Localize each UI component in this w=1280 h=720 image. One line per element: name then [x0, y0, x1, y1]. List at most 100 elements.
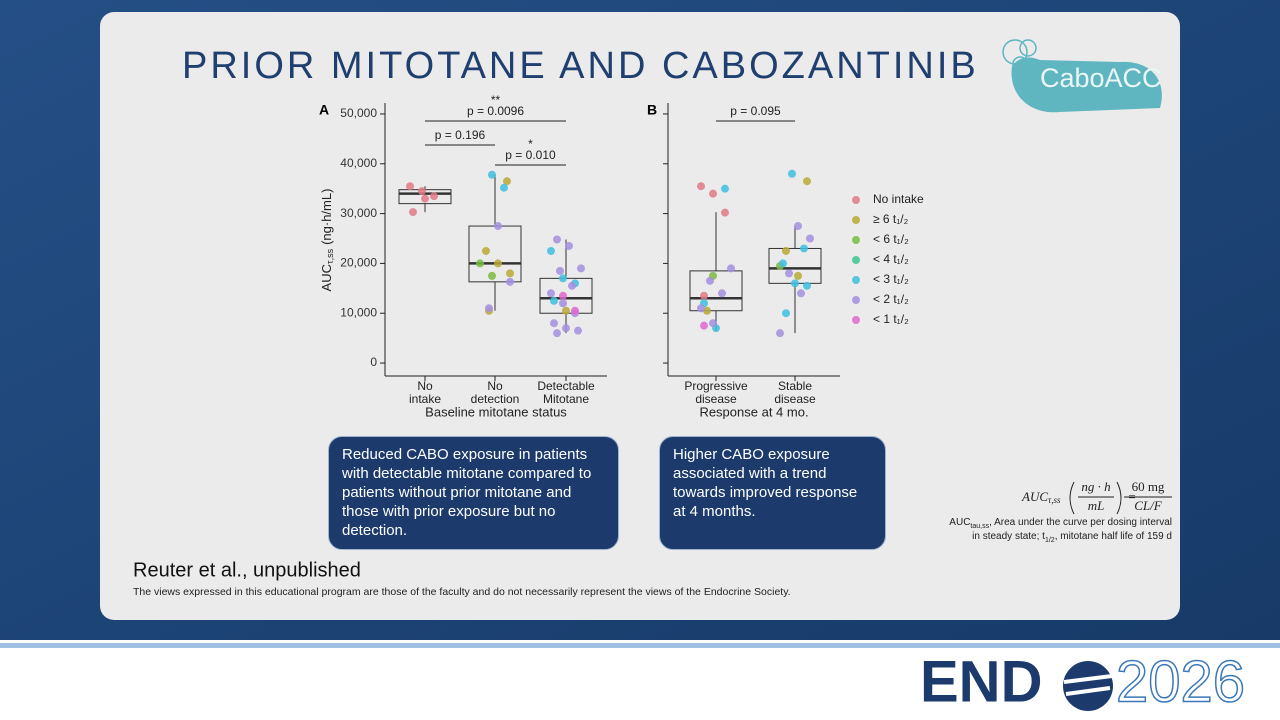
data-point: [800, 244, 808, 253]
p-value: p = 0.196: [435, 128, 486, 142]
legend-swatch: [852, 216, 860, 224]
data-point: [506, 277, 514, 286]
data-point: [556, 266, 564, 275]
data-point: [727, 264, 735, 273]
data-point: [559, 291, 567, 300]
panel-label: B: [647, 102, 657, 118]
formula-den: CL/F: [1134, 498, 1163, 513]
panel-label: A: [319, 102, 329, 118]
data-point: [485, 304, 493, 313]
data-point: [721, 184, 729, 193]
data-point: [794, 271, 802, 280]
logo-text: CaboACC: [1040, 63, 1162, 93]
x-tick-label: Stable disease: [774, 379, 816, 406]
data-point: [559, 274, 567, 283]
legend-swatch: [852, 236, 860, 244]
data-point: [794, 222, 802, 231]
data-point: [553, 235, 561, 244]
data-point: [494, 222, 502, 231]
data-point: [488, 271, 496, 280]
legend-label: < 4 t₁/₂: [873, 252, 909, 266]
formula-sub: τ,ss: [1048, 495, 1061, 505]
y-tick-label: 20,000: [340, 256, 377, 270]
data-point: [788, 169, 796, 178]
legend-label: No intake: [873, 192, 924, 206]
data-point: [562, 306, 570, 315]
brand-main: END: [920, 649, 1042, 714]
legend-swatch: [852, 296, 860, 304]
x-tick-label: No intake: [408, 379, 442, 406]
data-point: [797, 289, 805, 298]
data-point: [776, 329, 784, 338]
endo-logo: END 2026: [920, 649, 1246, 716]
data-point: [806, 234, 814, 243]
y-tick-label: 50,000: [340, 106, 377, 120]
sig-stars: **: [491, 93, 501, 107]
logo-ring: [1019, 39, 1037, 57]
brand-globe: [1063, 661, 1113, 711]
y-tick-label: 40,000: [340, 156, 377, 170]
data-point: [718, 289, 726, 298]
data-point: [782, 309, 790, 318]
x-tick-label: No detection: [470, 379, 520, 406]
y-label-unit: (ng·h/mL): [319, 189, 334, 245]
data-point: [406, 182, 414, 191]
footnote-sub: 1/2: [1044, 537, 1055, 544]
callout: Reduced CABO exposure in patients with d…: [328, 436, 619, 550]
data-point: [547, 289, 555, 298]
data-point: [574, 326, 582, 335]
footnote-part: AUC: [949, 517, 971, 528]
legend-swatch: [852, 196, 860, 204]
data-point: [700, 321, 708, 330]
data-point: [553, 329, 561, 338]
footer-rule: [0, 643, 1280, 648]
formula-eq: =: [1128, 489, 1135, 504]
brand-year: 2026: [1116, 649, 1245, 714]
data-point: [506, 269, 514, 278]
footnote-sub: tau,ss: [970, 523, 990, 530]
caboacc-logo: CaboACC: [1002, 39, 1162, 113]
data-point: [577, 264, 585, 273]
x-tick-label: Detectable Mitotane: [537, 379, 595, 406]
data-point: [421, 194, 429, 203]
data-point: [550, 319, 558, 328]
plot-0: A 0 10,000 20,000 30,000 40,000 50,000 AUCτ,ss (…: [319, 93, 607, 419]
data-point: [803, 281, 811, 290]
formula-part: AUC: [1021, 489, 1048, 504]
data-point: [500, 183, 508, 192]
data-point: [700, 291, 708, 300]
formula: AUCτ,ss ng · h mL = 60 mg CL/F: [1021, 479, 1172, 515]
data-point: [703, 306, 711, 315]
data-point: [488, 170, 496, 179]
y-axis-label: AUCτ,ss (ng·h/mL): [319, 189, 335, 292]
p-value: p = 0.095: [730, 104, 781, 118]
footnote-part: , mitotane half life of 159 d: [1054, 531, 1172, 542]
paren: [1116, 481, 1122, 515]
y-tick-label: 30,000: [340, 206, 377, 220]
legend-swatch: [852, 256, 860, 264]
data-point: [697, 182, 705, 191]
data-point: [482, 246, 490, 255]
legend-label: < 2 t₁/₂: [873, 292, 909, 306]
footnote-line: AUCtau,ss, Area under the curve per dosi…: [872, 517, 1172, 530]
data-point: [791, 279, 799, 288]
data-point: [721, 208, 729, 217]
p-value: p = 0.010: [505, 148, 556, 162]
data-point: [494, 259, 502, 268]
disclaimer: The views expressed in this educational …: [133, 586, 791, 598]
data-point: [550, 296, 558, 305]
data-point: [562, 324, 570, 333]
callout: Higher CABO exposure associated with a t…: [659, 436, 886, 550]
x-tick-label: Progressive disease: [684, 379, 748, 406]
plot-1: B Response at 4 mo. p = 0.095 No intake ≥ 6 …: [647, 102, 924, 420]
data-point: [409, 208, 417, 217]
formula-den: mL: [1088, 498, 1105, 513]
legend-swatch: [852, 276, 860, 284]
data-point: [706, 276, 714, 285]
logo-ring: [1002, 39, 1028, 65]
data-point: [782, 246, 790, 255]
data-point: [418, 187, 426, 196]
legend-label: < 3 t₁/₂: [873, 272, 909, 286]
formula-lhs: AUCτ,ss: [1021, 489, 1061, 505]
